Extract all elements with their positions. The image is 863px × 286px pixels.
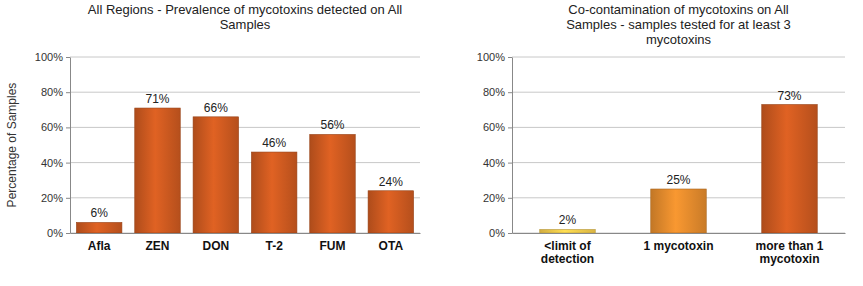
data-label: 25% <box>666 173 690 187</box>
x-tick-label: FUM <box>320 239 346 253</box>
y-tick-mark <box>66 92 70 93</box>
y-tick-mark <box>508 198 512 199</box>
x-axis: <limit ofdetection 1 mycotoxin more than 1… <box>513 233 846 266</box>
x-tick: ZEN <box>146 233 170 253</box>
data-labels: 6% 71% 66% 46% 56% 24% <box>90 92 403 220</box>
y-tick-mark <box>508 233 512 234</box>
y-tick: 20% <box>483 192 512 204</box>
y-axis: 0% 20% 40% 60% 80% 100% <box>477 51 513 239</box>
x-tick: 1 mycotoxin <box>643 233 713 253</box>
y-tick-mark <box>66 233 70 234</box>
data-label: 56% <box>320 118 344 132</box>
bar <box>368 191 414 233</box>
chart-0: 0% 20% 40% 60% 80% 100% Afla ZEN DON T-2 FUM OTA 6% 7… <box>5 2 421 253</box>
x-tick: T-2 <box>265 233 283 253</box>
y-tick-label: 40% <box>483 157 505 169</box>
y-tick-mark <box>508 57 512 58</box>
grid <box>512 57 845 233</box>
y-tick: 80% <box>483 86 512 98</box>
x-axis-line <box>513 233 846 234</box>
y-tick: 100% <box>477 51 512 63</box>
y-tick-mark <box>66 163 70 164</box>
bar <box>135 108 181 233</box>
x-tick-label: more than 1mycotoxin <box>755 239 823 266</box>
y-tick-label: 20% <box>483 192 505 204</box>
data-label: 46% <box>262 136 286 150</box>
chart-1: 0% 20% 40% 60% 80% 100% <limit ofdetection 1 my… <box>477 2 846 266</box>
grid-line <box>70 197 420 198</box>
chart-canvas: 0% 20% 40% 60% 80% 100% Afla ZEN DON T-2 FUM OTA 6% 7… <box>0 0 863 286</box>
x-tick: more than 1mycotoxin <box>755 233 823 266</box>
y-tick-label: 100% <box>477 51 505 63</box>
y-tick: 0% <box>47 227 70 239</box>
x-axis-line <box>71 233 421 234</box>
data-label: 2% <box>559 213 577 227</box>
y-tick-mark <box>66 198 70 199</box>
grid-line <box>70 92 420 93</box>
chart-title: All Regions - Prevalence of mycotoxins d… <box>88 2 402 32</box>
bar <box>762 105 818 233</box>
y-tick: 80% <box>41 86 70 98</box>
chart-title: Co-contamination of mycotoxins on AllSam… <box>566 2 791 47</box>
y-tick-label: 0% <box>489 227 505 239</box>
x-tick-label: 1 mycotoxin <box>643 239 713 253</box>
y-tick: 60% <box>483 121 512 133</box>
y-axis-title: Percentage of Samples <box>5 83 19 208</box>
x-tick-label: ZEN <box>146 239 170 253</box>
y-tick: 40% <box>483 157 512 169</box>
bar <box>251 152 297 233</box>
y-tick-mark <box>508 127 512 128</box>
y-tick-mark <box>508 92 512 93</box>
bar <box>193 117 239 233</box>
bar <box>310 134 356 233</box>
x-tick-label: OTA <box>379 239 404 253</box>
x-tick-label: Afla <box>88 239 111 253</box>
y-tick: 100% <box>35 51 70 63</box>
y-tick-label: 60% <box>41 121 63 133</box>
x-tick: OTA <box>379 233 404 253</box>
data-label: 71% <box>145 92 169 106</box>
y-tick-label: 0% <box>47 227 63 239</box>
bar <box>76 222 122 233</box>
y-tick-label: 80% <box>41 86 63 98</box>
y-axis: 0% 20% 40% 60% 80% 100% <box>35 51 71 239</box>
y-tick-label: 100% <box>35 51 63 63</box>
bar <box>540 229 596 233</box>
bars <box>540 105 818 233</box>
grid-line <box>70 233 420 234</box>
y-tick-mark <box>66 127 70 128</box>
y-tick: 40% <box>41 157 70 169</box>
x-tick-label: DON <box>202 239 229 253</box>
y-tick: 60% <box>41 121 70 133</box>
data-label: 66% <box>204 101 228 115</box>
grid-line <box>70 162 420 163</box>
y-tick: 20% <box>41 192 70 204</box>
x-tick-label: <limit ofdetection <box>541 239 594 266</box>
x-tick-label: T-2 <box>265 239 283 253</box>
grid-line <box>512 57 845 58</box>
y-tick-label: 40% <box>41 157 63 169</box>
y-tick-label: 20% <box>41 192 63 204</box>
bar <box>651 189 707 233</box>
y-axis-line <box>70 58 71 234</box>
x-tick: DON <box>202 233 229 253</box>
data-label: 6% <box>90 206 108 220</box>
bars <box>76 108 413 233</box>
x-tick: FUM <box>320 233 346 253</box>
y-tick-label: 60% <box>483 121 505 133</box>
x-axis: Afla ZEN DON T-2 FUM OTA <box>71 233 421 253</box>
y-tick-label: 80% <box>483 86 505 98</box>
data-label: 73% <box>777 89 801 103</box>
grid-line <box>70 57 420 58</box>
y-tick: 0% <box>489 227 512 239</box>
x-tick: <limit ofdetection <box>541 233 594 266</box>
data-labels: 2% 25% 73% <box>559 89 802 228</box>
data-label: 24% <box>379 175 403 189</box>
x-tick: Afla <box>88 233 111 253</box>
grid <box>70 57 420 233</box>
y-axis-line <box>512 58 513 234</box>
grid-line <box>70 127 420 128</box>
y-tick-mark <box>508 163 512 164</box>
y-tick-mark <box>66 57 70 58</box>
